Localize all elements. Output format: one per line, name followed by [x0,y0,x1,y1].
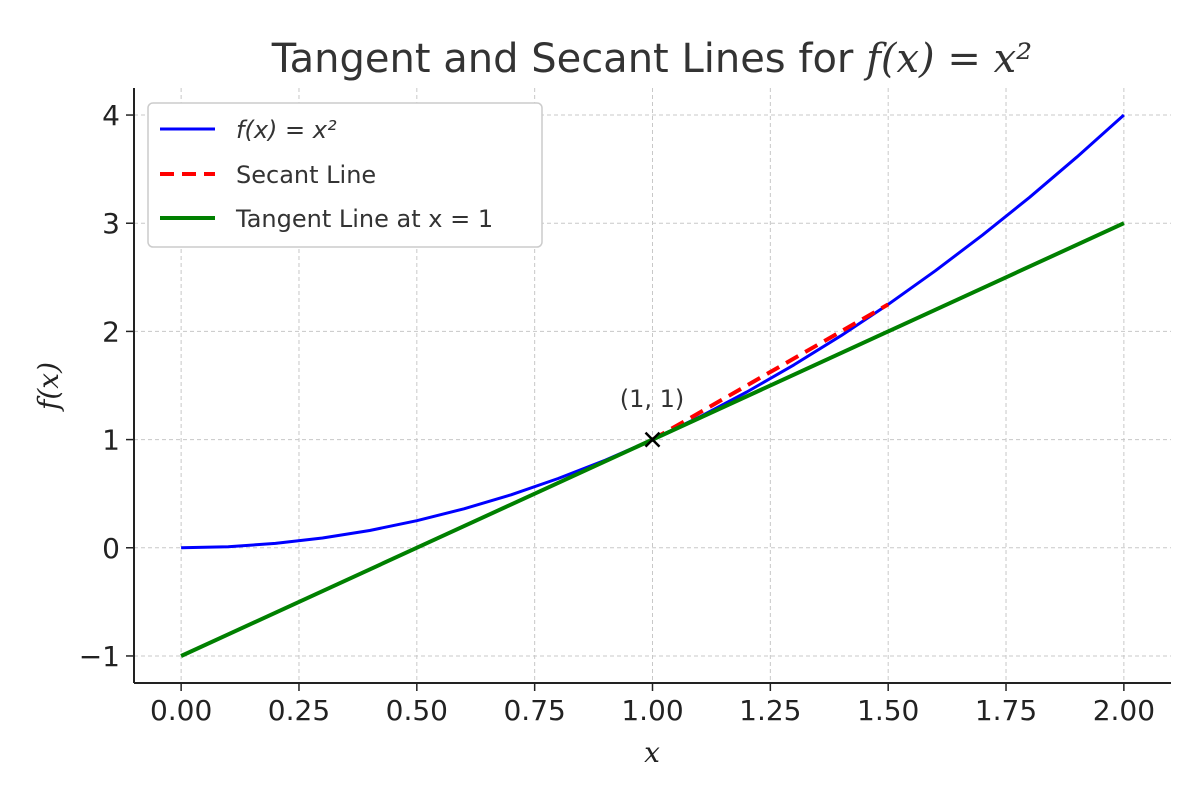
y-tick-label: 4 [102,99,120,132]
x-tick-label: 1.75 [975,694,1037,727]
marker-stroke [644,431,661,448]
x-tick-label: 0.50 [386,694,448,727]
x-tick-label: 1.50 [857,694,919,727]
y-tick-label: 3 [102,207,120,240]
x-ticks: 0.00 0.25 0.50 0.75 1.00 1.25 1.50 1.75 2.00 [150,683,1155,727]
point-marker [644,431,661,448]
legend-label-tangent: Tangent Line at x = 1 [235,205,493,233]
y-axis-label: f(x) [32,362,65,412]
legend-label-curve: f(x) = x² [236,116,337,144]
legend-box [147,102,543,248]
x-tick-label: 1.00 [621,694,683,727]
legend: f(x) = x² Secant Line Tangent Line at x … [147,102,543,248]
y-ticks: −1 0 1 2 3 4 [79,99,134,673]
x-tick-label: 0.25 [268,694,330,727]
x-tick-label: 2.00 [1093,694,1155,727]
y-tick-label: 0 [102,532,120,565]
secant-line [651,302,890,442]
point-annotation: (1, 1) [620,385,685,413]
x-tick-label: 1.25 [739,694,801,727]
x-tick-label: 0.75 [503,694,565,727]
y-tick-label: −1 [79,640,120,673]
x-tick-label: 0.00 [150,694,212,727]
y-tick-label: 2 [102,315,120,348]
chart-title-math: f(x) = x² [863,36,1032,82]
chart-title: Tangent and Secant Lines for f(x) = x² [271,36,1032,82]
y-tick-label: 1 [102,424,120,457]
chart-title-text: Tangent and Secant Lines for [271,36,866,82]
x-axis-label: x [644,736,660,769]
legend-label-secant: Secant Line [236,161,376,189]
